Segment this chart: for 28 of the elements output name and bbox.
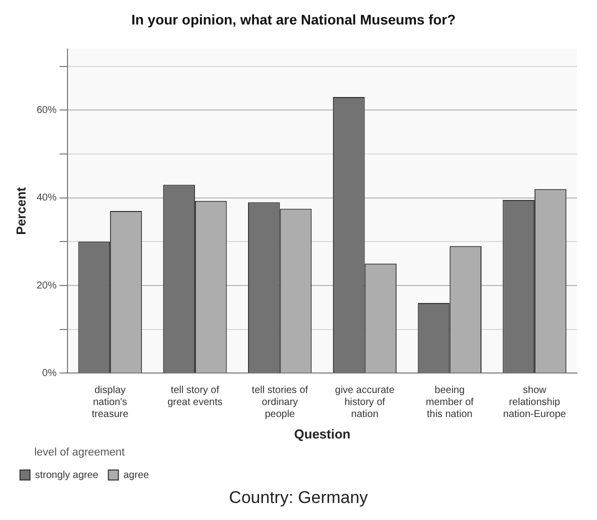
legend-label: agree [123,470,150,481]
category-label: tell story of [170,384,220,396]
category-label: ordinary [262,396,298,408]
y-tick-label: 20% [36,280,57,292]
chart-title: In your opinion, what are National Museums for? [131,11,456,28]
category-label: nation's [92,396,128,408]
category-label: beeing [434,384,465,396]
category-label: nation [351,408,378,420]
category-label: member of [426,396,474,408]
x-axis-title: Question [294,426,351,442]
text: Country: Germany [228,488,369,508]
category-label: display [94,384,126,396]
category-label: nation-Europe [503,408,566,420]
category-label: this nation [426,408,472,420]
y-axis-title: Percent [13,186,28,235]
category-label: great events [167,396,222,408]
category-label: relationship [508,396,560,408]
category-label: people [264,408,295,420]
category-label: tell stories of [252,384,308,396]
y-tick-label: 40% [36,192,57,204]
y-tick-label: 0% [42,368,57,379]
y-tick-label: 60% [36,104,57,116]
category-label: treasure [92,408,128,420]
category-label: history of [344,396,386,408]
category-label: give accurate [335,384,394,396]
category-label: show [522,384,546,396]
legend-title: level of agreement [34,446,125,458]
legend-label: strongly agree [35,470,99,481]
